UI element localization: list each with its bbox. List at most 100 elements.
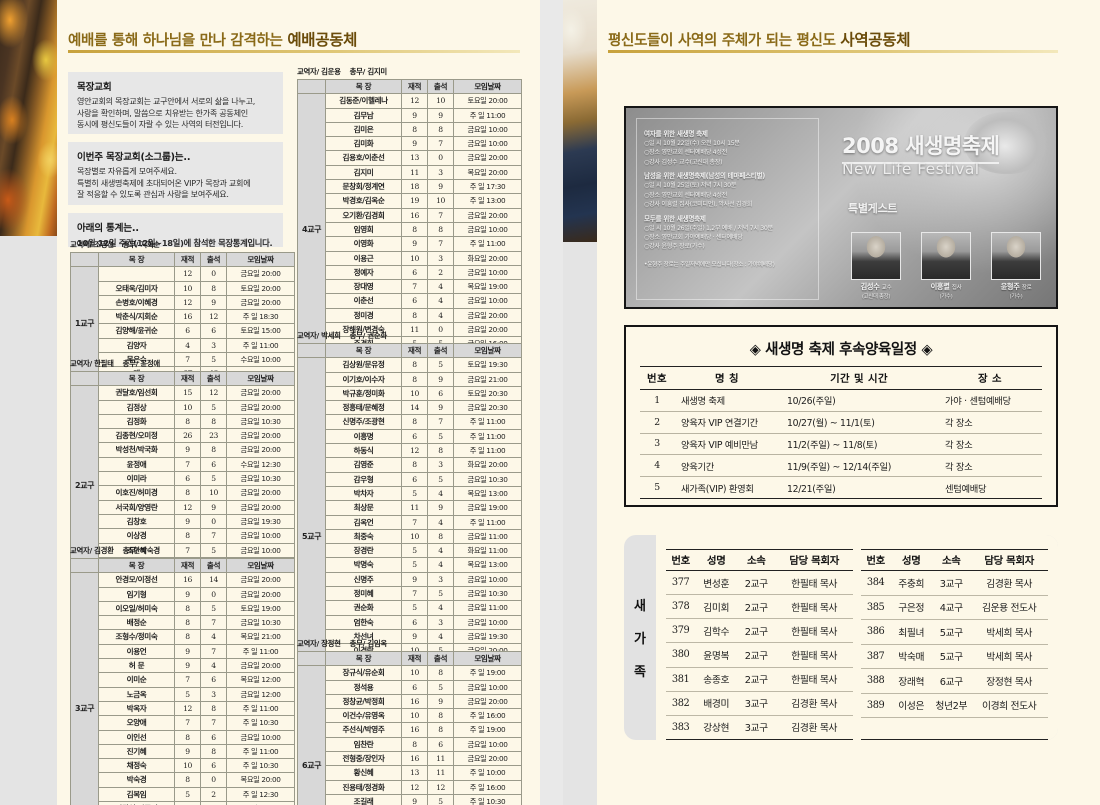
nf-col-group: 소속 — [737, 549, 776, 571]
pastor-label: 교역자/ 장정현 — [297, 639, 341, 648]
mokjang-name: 박차자 — [325, 485, 402, 502]
district-row: 박광석/이준선157주 일 11:00 — [71, 801, 295, 805]
registered-count: 9 — [401, 571, 428, 588]
attended-count: 8 — [200, 442, 227, 458]
meeting-time: 금요일 10:00 — [453, 264, 522, 281]
registered-count: 9 — [174, 643, 201, 660]
registered-count: 11 — [401, 164, 428, 181]
meeting-time: 목요일 19:00 — [453, 279, 522, 295]
meeting-time: 화요일 20:00 — [453, 250, 522, 266]
nf-col-no: 번호 — [666, 549, 696, 571]
registered-count: 6 — [174, 471, 201, 487]
district-row: 배정순 8 7 금요일 10:30 — [71, 615, 295, 631]
district-row: 김복임 5 2 주 일 12:30 — [71, 786, 295, 803]
registered-count: 16 — [401, 207, 428, 223]
schedule-row: 4 양육기간 11/9(주일) ~ 12/14(주일) 각 장소 — [640, 454, 1042, 478]
nf-pastor: 박세희 목사 — [970, 644, 1048, 670]
meeting-time: 주 일 11:00 — [226, 700, 295, 717]
schedule-row: 3 양육자 VIP 예비만남 11/2(주일) ~ 11/8(토) 각 장소 — [640, 433, 1042, 456]
district-label: 6교구 — [297, 665, 326, 805]
nf-pastor: 김경환 목사 — [775, 715, 853, 741]
meeting-time: 금요일 12:00 — [226, 686, 295, 702]
district-row: 진기혜 9 8 주 일 11:00 — [71, 743, 295, 760]
info-line: 사랑을 확인하며, 말씀으로 치유받는 한가족 공동체인 — [77, 107, 248, 118]
nf-no: 385 — [861, 595, 891, 621]
district-label: 4교구 — [297, 93, 326, 366]
info-line: 잘 적응할 수 있도록 관심과 사랑을 보여주세요. — [77, 189, 229, 200]
attended-count: 8 — [200, 743, 227, 760]
district-row: 정미혜 7 5 금요일 10:30 — [298, 586, 522, 602]
attended-count: 8 — [427, 665, 454, 681]
guest-affiliation: (가수) — [1009, 294, 1023, 300]
meeting-time: 주 일 11:00 — [453, 236, 522, 252]
mokjang-name: 임영희 — [325, 221, 402, 238]
attended-count: 3 — [200, 337, 227, 354]
meeting-time: 주 일 11:00 — [453, 443, 522, 459]
left-header-rule — [68, 50, 520, 53]
registered-count: 8 — [401, 221, 428, 238]
district-caption: 교역자/ 장정현 총무/ 김임옥 — [297, 638, 522, 649]
new-family-header-row: 번호 성명 소속 담당 목회자 — [666, 549, 853, 571]
mokjang-name: 이호진/허미경 — [98, 485, 175, 501]
mokjang-name: 김용호/이춘선 — [325, 150, 402, 166]
meeting-time: 금요일 10:30 — [453, 471, 522, 487]
poster-section-item: ○장소 영안교회 가야예배당 · 센터예배당 — [644, 233, 743, 241]
registered-count: 13 — [401, 150, 428, 166]
attended-count: 7 — [200, 643, 227, 660]
schedule-title: ◈ 새생명 축제 후속양육일정 ◈ — [749, 342, 933, 358]
nf-name: 구은정 — [890, 595, 933, 621]
district-header-row: 목 장 재적 출석 모임날짜 — [297, 342, 522, 359]
attended-count: 10 — [427, 93, 454, 109]
district-header-row: 목 장 재적 출석 모임날짜 — [70, 251, 295, 268]
pastor-label: 교역자/ 한필태 — [70, 359, 114, 368]
mokjang-name: 이영화 — [325, 236, 402, 252]
guest-name: 김성수 교수 — [848, 282, 904, 292]
registered-count: 8 — [401, 307, 428, 324]
district-row: 손병호/이혜경 12 9 금요일 20:00 — [71, 294, 295, 311]
new-family-row: 387 박숙매 5교구 박세희 목사 — [861, 644, 1048, 670]
schedule-place: 각 장소 — [938, 411, 1042, 434]
district-row: 이기호/이수자 8 9 금요일 21:00 — [298, 371, 522, 387]
attended-count: 0 — [200, 266, 227, 282]
nf-name: 장래혁 — [890, 668, 933, 694]
mokjang-name: 정미경 — [325, 307, 402, 324]
meeting-time: 주 일 10:00 — [453, 765, 522, 781]
registered-count: 9 — [174, 743, 201, 760]
registered-count: 5 — [174, 786, 201, 803]
attended-count: 5 — [200, 600, 227, 617]
meeting-time: 금요일 20:00 — [226, 428, 295, 444]
schedule-period: 11/2(주일) ~ 11/8(토) — [780, 433, 938, 456]
registered-count: 8 — [174, 615, 201, 631]
registered-count: 8 — [401, 121, 428, 138]
registered-count: 10 — [401, 528, 428, 545]
nf-col-pastor: 담당 목회자 — [775, 549, 853, 571]
registered-count: 9 — [401, 236, 428, 252]
district-col-registered: 재적 — [174, 251, 201, 268]
registered-count: 9 — [401, 107, 428, 123]
district-row: 2교구 권달호/임선회 15 12 금요일 20:00 — [70, 385, 295, 587]
district-col-registered: 재적 — [401, 650, 428, 667]
district-row: 장경란 5 4 화요일 11:00 — [298, 543, 522, 559]
meeting-time: 주 일 10:30 — [453, 793, 522, 805]
district-row: 정흥태/문혜정 14 9 금요일 20:30 — [298, 400, 522, 416]
meeting-time: 금요일 10:00 — [453, 293, 522, 309]
district-row: 이용언 9 7 주 일 11:00 — [71, 643, 295, 660]
attended-count: 5 — [427, 793, 454, 805]
schedule-row: 2 양육자 VIP 연결기간 10/27(월) ~ 11/1(토) 각 장소 — [640, 411, 1042, 434]
right-page-title-accent: 사역공동체 — [840, 31, 911, 49]
district-caption: 교역자/ 한필태 총무/ 윤정애 — [70, 358, 295, 369]
registered-count: 10 — [401, 250, 428, 266]
nf-name: 윤명복 — [695, 642, 738, 668]
attended-count: 14 — [200, 572, 227, 588]
registered-count: 8 — [174, 729, 201, 745]
attended-count: 4 — [427, 485, 454, 502]
district-row: 진용태/정경화 12 12 주 일 16:00 — [298, 779, 522, 795]
manager-label: 총무/ 박숙경 — [122, 546, 160, 555]
mokjang-name: 김정화 — [98, 413, 175, 430]
registered-count: 7 — [174, 715, 201, 731]
meeting-time: 금요일 20:30 — [453, 400, 522, 416]
district-row: 장대영 7 4 목요일 19:00 — [298, 279, 522, 295]
mokjang-name: 이미순 — [98, 672, 175, 688]
attended-count: 8 — [427, 221, 454, 238]
meeting-time: 금요일 10:30 — [453, 586, 522, 602]
